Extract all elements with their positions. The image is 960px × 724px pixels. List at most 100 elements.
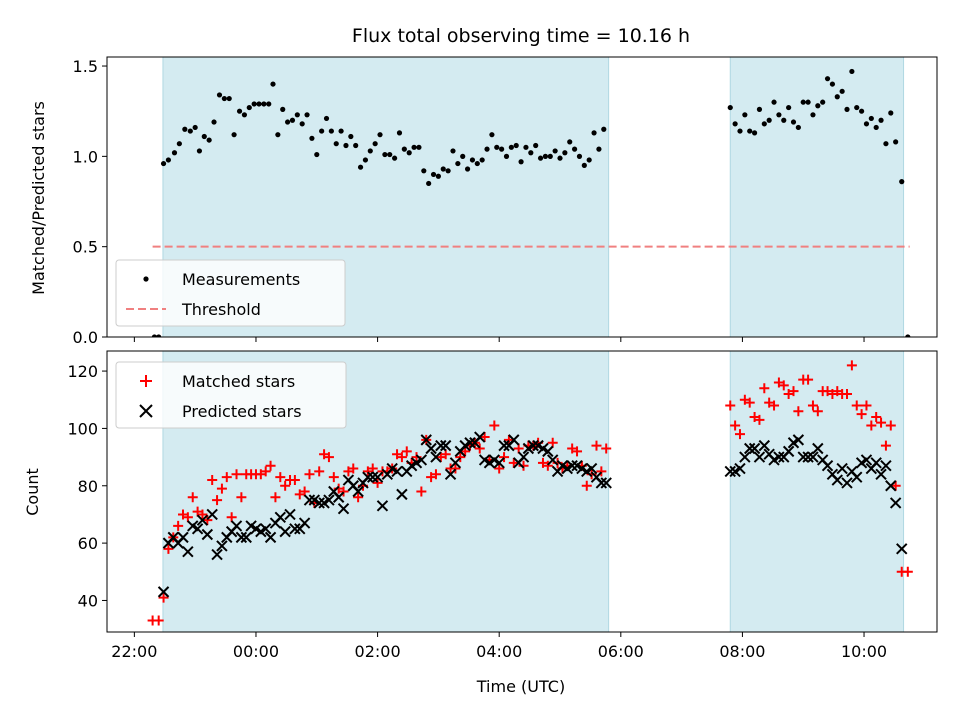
matched-star-point: [759, 383, 770, 394]
matched-star-point: [474, 443, 485, 454]
x-tick-label: 04:00: [476, 642, 522, 661]
measurement-point: [445, 168, 451, 174]
measurement-point: [187, 128, 193, 134]
measurement-point: [430, 171, 437, 178]
matched-star-point: [499, 452, 510, 463]
measurement-point: [211, 119, 217, 125]
matched-star-point: [348, 463, 359, 474]
matched-star-point: [280, 480, 291, 491]
predicted-star-point: [546, 454, 559, 466]
matched-star-point: [807, 400, 818, 411]
measurement-point: [372, 141, 378, 147]
predicted-star-point: [851, 471, 863, 483]
measurement-point: [766, 117, 772, 123]
measurement-point: [844, 106, 850, 112]
measurement-point: [591, 130, 597, 136]
measurement-point: [528, 150, 534, 156]
measurement-point: [353, 142, 359, 149]
measurement-point: [859, 108, 865, 114]
measurement-point: [421, 168, 427, 174]
measurement-point: [523, 144, 529, 150]
matched-star-point: [547, 437, 558, 448]
measurement-point: [192, 124, 198, 131]
predicted-star-point: [259, 523, 272, 535]
measurement-point: [878, 117, 884, 123]
predicted-star-point: [773, 451, 785, 463]
measurement-point: [343, 142, 349, 149]
measurement-point: [810, 112, 816, 118]
measurement-point: [171, 150, 178, 156]
measurement-point: [795, 124, 801, 131]
measurement-point: [221, 95, 227, 102]
matched-star-point: [275, 472, 286, 483]
measurement-point: [226, 95, 232, 102]
legend-marker-predicted: [139, 404, 153, 418]
measurement-point: [231, 132, 237, 138]
matched-star-point: [314, 466, 325, 477]
predicted-star-point: [493, 457, 505, 469]
measurement-point: [562, 150, 568, 156]
predicted-star-point: [600, 477, 612, 489]
x-tick-label: 10:00: [841, 642, 887, 661]
y-tick-label: 0.0: [73, 328, 98, 347]
measurement-point: [576, 153, 583, 159]
predicted-star-point: [527, 439, 539, 452]
measurement-point: [289, 117, 296, 123]
matched-star-point: [734, 429, 745, 440]
legend-label: Threshold: [181, 300, 261, 319]
measurement-point: [905, 334, 911, 337]
measurement-point: [387, 151, 393, 158]
measurement-point: [586, 157, 592, 163]
measurement-point: [494, 144, 500, 150]
matched-star-point: [730, 420, 741, 431]
measurement-point: [834, 94, 840, 100]
measurement-point: [201, 133, 207, 140]
matched-star-point: [158, 592, 169, 603]
measurement-point: [411, 144, 417, 150]
measurement-point: [868, 115, 874, 122]
matched-star-point: [396, 452, 407, 463]
predicted-star-point: [211, 548, 223, 561]
measurement-point: [251, 101, 257, 107]
measurement-point: [751, 130, 758, 136]
matched-star-point: [503, 434, 514, 445]
matched-star-point: [871, 411, 882, 422]
top-panel-measurements: 0.0 0.5 1.0 1.5 Measurements Threshold: [73, 56, 938, 347]
matched-star-point: [430, 469, 441, 480]
matched-star-point: [851, 400, 862, 411]
matched-star-point: [299, 486, 310, 497]
measurement-point: [727, 104, 733, 111]
y-tick-label: 80: [78, 477, 98, 496]
matched-star-point: [202, 515, 213, 526]
matched-star-point: [212, 495, 223, 506]
matched-star-point: [450, 463, 461, 474]
legend-label: Predicted stars: [182, 402, 302, 421]
predicted-star-point: [367, 471, 379, 483]
predicted-star-point: [196, 514, 209, 526]
measurement-point: [435, 173, 441, 179]
predicted-star-point: [880, 459, 892, 472]
predicted-star-point: [425, 442, 437, 455]
matched-star-point: [182, 512, 193, 523]
x-tick-label: 08:00: [719, 642, 765, 661]
matched-star-point: [187, 492, 198, 503]
measurement-point: [176, 141, 182, 147]
measurement-point: [455, 160, 461, 167]
predicted-star-point: [870, 457, 882, 469]
measurement-point: [899, 179, 905, 185]
predicted-star-point: [303, 494, 316, 506]
legend-box: [115, 259, 346, 327]
legend-marker-matched: [140, 375, 152, 387]
predicted-star-point: [860, 454, 873, 466]
measurement-point: [776, 112, 782, 118]
predicted-star-point: [542, 445, 554, 458]
predicted-star-point: [206, 508, 218, 521]
matched-star-point: [601, 443, 612, 454]
measurement-point: [499, 146, 505, 152]
matched-star-point: [572, 446, 583, 457]
legend-label: Matched stars: [182, 372, 295, 391]
y-tick-label: 60: [78, 534, 98, 553]
matched-star-point: [338, 486, 349, 497]
measurement-point: [893, 139, 899, 145]
predicted-star-point: [517, 451, 530, 463]
